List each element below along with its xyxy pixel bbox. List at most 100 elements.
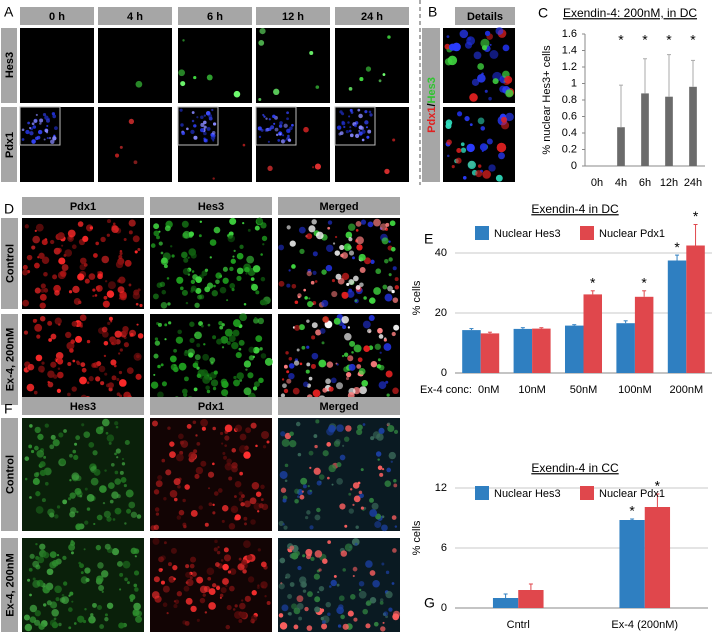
cell <box>180 440 189 448</box>
cell <box>32 318 37 323</box>
cell <box>321 299 329 307</box>
cell <box>240 502 245 507</box>
cell <box>136 514 142 519</box>
cell <box>169 490 178 498</box>
row-header <box>1 418 18 531</box>
cell <box>358 253 366 262</box>
image-frame <box>20 28 94 103</box>
bar <box>686 245 705 373</box>
cell <box>181 289 188 296</box>
cell <box>135 80 143 88</box>
cell <box>291 264 296 269</box>
cell <box>69 507 77 514</box>
y-tick-label: 20 <box>435 307 447 319</box>
cell <box>98 585 105 591</box>
cell <box>302 381 309 388</box>
cell <box>76 490 83 498</box>
cell <box>42 603 47 607</box>
cell <box>191 119 195 123</box>
cell <box>47 381 54 388</box>
cell <box>199 585 208 594</box>
cell <box>388 451 396 460</box>
cell <box>50 361 57 368</box>
cell <box>272 114 276 119</box>
cell <box>33 119 38 123</box>
cell <box>239 244 244 249</box>
cell <box>373 218 381 227</box>
cell <box>219 286 227 294</box>
cell <box>88 376 94 382</box>
cell <box>334 235 338 239</box>
cell <box>190 279 196 284</box>
cell <box>382 284 388 290</box>
cell <box>333 574 337 578</box>
cell <box>394 285 400 290</box>
cell <box>369 509 378 517</box>
x-tick-label: 24h <box>684 177 702 189</box>
cell <box>286 378 292 384</box>
cell <box>201 270 208 277</box>
cell <box>352 256 355 260</box>
cell <box>339 244 345 251</box>
cell <box>364 110 368 114</box>
cell <box>111 491 119 499</box>
cell <box>39 543 46 550</box>
cell <box>313 434 318 438</box>
cell <box>155 480 163 488</box>
cell <box>39 469 47 477</box>
column-header-label: Pdx1 <box>198 401 224 413</box>
cell <box>334 250 340 256</box>
cell <box>259 28 266 35</box>
x-tick-label: 100nM <box>618 384 652 396</box>
cell <box>162 602 168 608</box>
cell <box>257 317 265 325</box>
cell <box>473 51 482 60</box>
cell <box>327 540 331 544</box>
cell <box>186 423 192 429</box>
cell <box>48 136 52 140</box>
cell <box>32 580 41 588</box>
cell <box>291 123 294 127</box>
cell <box>97 271 100 274</box>
cell <box>155 512 160 516</box>
cell <box>179 108 183 112</box>
cell <box>35 354 43 362</box>
cell <box>54 317 62 325</box>
cell <box>104 469 107 472</box>
micrograph <box>278 218 400 309</box>
cell <box>71 472 80 481</box>
cell <box>277 139 281 142</box>
cell <box>356 364 362 369</box>
inset-frame <box>177 106 219 146</box>
cell <box>71 600 74 603</box>
cell <box>229 283 236 289</box>
cell <box>260 581 268 589</box>
cell <box>372 579 380 588</box>
cell <box>347 223 356 231</box>
cell <box>260 353 267 359</box>
cell <box>188 248 197 256</box>
cell <box>314 606 321 613</box>
significance-marker: * <box>666 32 672 48</box>
cell <box>61 594 65 597</box>
cell <box>169 451 176 458</box>
x-tick-label: 200nM <box>669 384 703 396</box>
cell <box>41 498 46 503</box>
cell <box>308 225 316 233</box>
cell <box>95 376 101 382</box>
cell <box>383 611 389 617</box>
cell <box>378 79 382 83</box>
y-tick-label: 0.4 <box>562 127 577 139</box>
cell <box>345 130 349 134</box>
cell <box>314 163 321 170</box>
cell <box>505 89 514 98</box>
cell <box>341 252 349 259</box>
cell <box>353 495 361 503</box>
chart-title: Exendin-4: 200nM, in DC <box>563 6 697 20</box>
cell <box>287 612 291 616</box>
cell <box>326 427 335 436</box>
cell <box>65 331 72 339</box>
cell <box>220 335 229 344</box>
cell <box>239 313 248 322</box>
cell <box>32 477 40 485</box>
